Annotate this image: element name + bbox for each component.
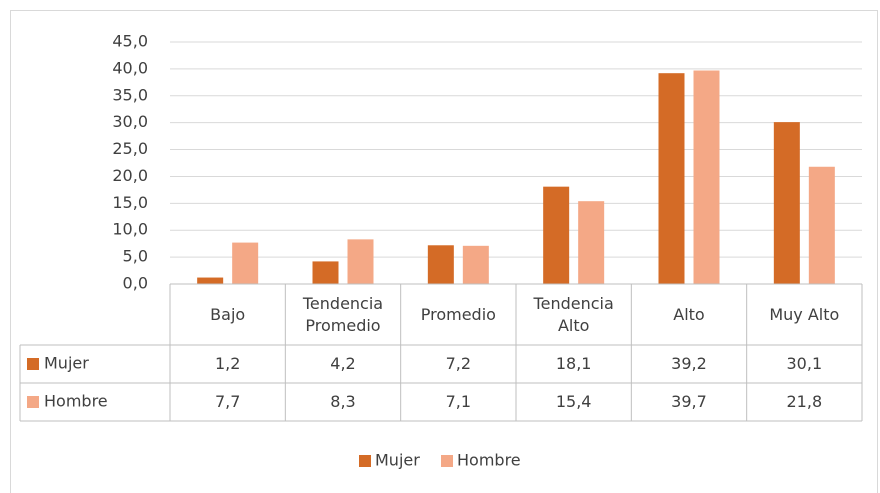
bar <box>773 122 800 284</box>
table-value: 18,1 <box>555 354 592 374</box>
x-tick-label: Promedio <box>420 304 496 324</box>
y-tick-label: 10,0 <box>112 220 148 239</box>
x-tick-label: Tendencia Promedio <box>302 293 384 335</box>
y-tick-label: 5,0 <box>123 247 148 266</box>
x-tick-label: Bajo <box>210 304 246 324</box>
bar <box>427 245 454 284</box>
y-tick-label: 25,0 <box>112 139 148 158</box>
y-tick-label: 40,0 <box>112 58 148 77</box>
legend-label: Hombre <box>457 451 521 470</box>
y-tick-label: 45,0 <box>112 32 148 51</box>
bar <box>232 242 259 284</box>
bar <box>543 186 570 284</box>
legend-label: Mujer <box>375 451 420 470</box>
legend-swatch <box>27 358 39 370</box>
table-value: 15,4 <box>555 392 592 412</box>
bar <box>808 166 835 284</box>
y-tick-label: 35,0 <box>112 85 148 104</box>
bar <box>693 70 720 284</box>
y-tick-label: 20,0 <box>112 166 148 185</box>
row-label: Mujer <box>44 354 89 373</box>
y-tick-label: 15,0 <box>112 193 148 212</box>
legend-swatch <box>441 455 453 467</box>
table-value: 7,2 <box>445 354 472 374</box>
bar <box>347 239 374 284</box>
row-label: Hombre <box>44 392 108 411</box>
y-tick-label: 30,0 <box>112 112 148 131</box>
table-value: 1,2 <box>214 354 241 374</box>
bar <box>197 277 224 284</box>
table-value: 8,3 <box>330 392 356 412</box>
table-value: 7,1 <box>445 392 472 412</box>
bar <box>578 201 605 284</box>
bar <box>462 245 489 284</box>
table-value: 21,8 <box>786 392 823 412</box>
x-tick-label: Alto <box>673 304 705 324</box>
bar <box>658 73 685 285</box>
table-value: 4,2 <box>330 354 356 374</box>
table-value: 39,2 <box>671 354 707 374</box>
chart-border <box>10 10 878 493</box>
table-value: 7,7 <box>214 392 241 412</box>
legend-swatch <box>359 455 371 467</box>
table-value: 30,1 <box>786 354 823 374</box>
x-tick-label: Muy Alto <box>769 304 840 324</box>
legend-swatch <box>27 396 39 408</box>
x-tick-label: Tendencia Alto <box>533 293 614 335</box>
y-tick-label: 0,0 <box>123 274 148 293</box>
table-value: 39,7 <box>671 392 707 412</box>
bar <box>312 261 339 284</box>
